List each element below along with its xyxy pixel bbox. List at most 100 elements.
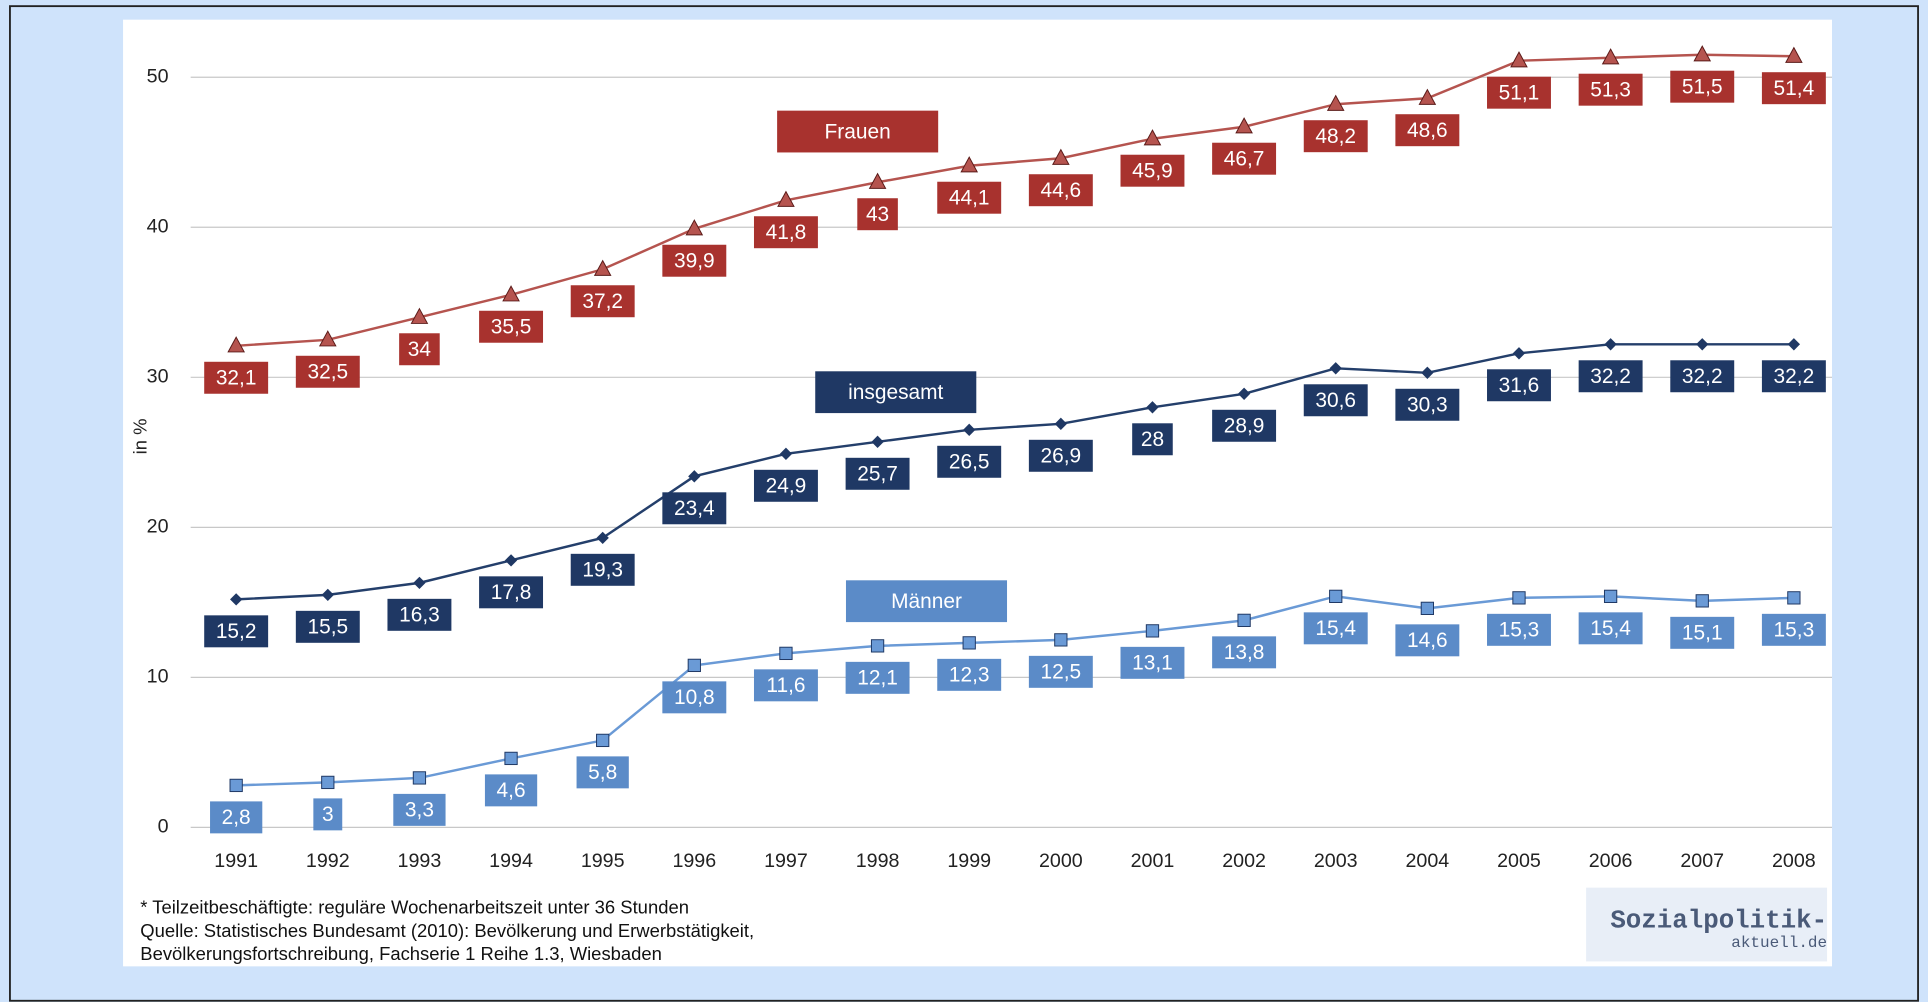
y-tick-label: 20 [147, 516, 169, 538]
marker [1512, 591, 1526, 605]
series-line [236, 595, 1794, 787]
data-label-bg [1670, 360, 1735, 393]
data-label-bg [1132, 423, 1173, 456]
x-tick-label: 2000 [1039, 850, 1083, 872]
data-label-bg [662, 244, 727, 277]
marker [777, 190, 795, 207]
marker [1787, 338, 1801, 351]
data-label-bg [570, 553, 635, 586]
data-label-bg [295, 610, 360, 643]
data-label-bg [576, 756, 629, 789]
data-label: 12,1 [857, 667, 898, 690]
marker [1420, 601, 1434, 616]
chart-area [123, 19, 1832, 967]
marker [1603, 589, 1618, 603]
data-label: 51,1 [1499, 81, 1540, 104]
marker [1329, 362, 1342, 375]
data-label: 15,3 [1499, 619, 1540, 642]
data-label: 39,9 [674, 249, 715, 272]
data-label: 45,9 [1132, 159, 1173, 182]
marker [321, 775, 335, 790]
data-label-bg [1303, 384, 1368, 417]
data-label-bg [1303, 612, 1368, 645]
data-label: 48,2 [1315, 125, 1356, 148]
legend-label: Männer [891, 590, 962, 613]
data-label: 32,5 [307, 361, 348, 384]
series-line [236, 343, 1794, 601]
data-label-bg [1395, 114, 1460, 147]
data-label-bg [1303, 120, 1368, 153]
marker [1785, 46, 1803, 63]
logo-bg [1586, 887, 1828, 962]
x-tick-label: 1995 [581, 850, 625, 872]
data-label-bg [1212, 636, 1277, 669]
x-tick-label: 2005 [1497, 850, 1541, 872]
data-label: 15,4 [1590, 617, 1631, 640]
data-label-bg [857, 198, 898, 231]
data-label-bg [1028, 174, 1093, 207]
data-label: 15,4 [1315, 617, 1356, 640]
marker [960, 156, 979, 173]
data-label-bg [662, 681, 727, 714]
data-label: 23,4 [674, 497, 715, 520]
marker [1604, 338, 1617, 351]
data-label: 41,8 [766, 221, 807, 244]
data-label: 25,7 [857, 463, 898, 486]
data-label-bg [570, 285, 635, 318]
marker [1695, 594, 1709, 608]
legend-box [777, 110, 939, 153]
marker [1510, 51, 1528, 68]
data-label-bg [1028, 655, 1093, 688]
footnote: Bevölkerungsfortschreibung, Fachserie 1 … [140, 943, 662, 964]
data-label-bg [204, 361, 269, 394]
marker [1787, 591, 1801, 605]
data-label-bg [1670, 70, 1735, 103]
data-label: 43 [866, 203, 889, 226]
data-label-bg [1395, 388, 1460, 421]
data-label: 26,5 [949, 451, 990, 474]
data-label-bg [1578, 360, 1643, 393]
data-label-bg [1578, 612, 1643, 645]
x-tick-label: 2008 [1772, 850, 1816, 872]
data-label: 13,8 [1224, 641, 1265, 664]
data-label-bg [753, 216, 818, 249]
data-label: 30,3 [1407, 394, 1448, 417]
marker [229, 778, 243, 793]
data-label-bg [1120, 154, 1185, 187]
marker [1418, 88, 1437, 105]
marker [1237, 613, 1251, 628]
data-label-bg [1670, 616, 1735, 649]
marker [502, 285, 520, 302]
x-tick-label: 1999 [947, 850, 991, 872]
x-tick-label: 1993 [398, 850, 442, 872]
data-label: 32,2 [1682, 365, 1723, 388]
marker [962, 636, 976, 650]
legend-label: Frauen [825, 120, 891, 143]
data-label: 16,3 [399, 604, 440, 627]
logo-text: Sozialpolitik- [1610, 907, 1827, 936]
marker [685, 219, 704, 236]
data-label-bg [1487, 613, 1551, 646]
data-label: 48,6 [1407, 119, 1448, 142]
x-tick-label: 2004 [1405, 850, 1449, 872]
data-label-bg [753, 469, 818, 502]
marker [1235, 117, 1253, 134]
y-axis-label: in % [129, 419, 150, 455]
data-label-bg [295, 355, 360, 388]
data-label-bg [937, 445, 1002, 478]
data-label: 19,3 [582, 559, 623, 582]
data-label: 35,5 [491, 315, 532, 338]
marker [870, 639, 885, 653]
data-label-bg [1487, 369, 1551, 402]
data-label-bg [387, 598, 452, 631]
marker [596, 733, 610, 748]
data-label-bg [399, 333, 440, 366]
marker [1693, 45, 1712, 62]
data-label-bg [313, 798, 343, 831]
data-label-bg [204, 615, 269, 648]
data-label: 4,6 [497, 779, 526, 802]
data-label: 31,6 [1499, 374, 1540, 397]
data-label: 44,6 [1041, 179, 1082, 202]
x-tick-label: 1994 [489, 850, 533, 872]
